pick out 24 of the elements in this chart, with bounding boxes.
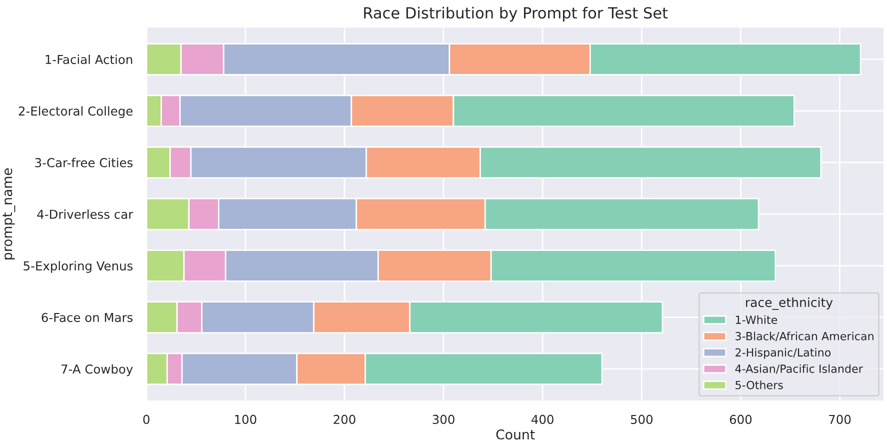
y-tick-label: 4-Driverless car [37, 209, 134, 219]
x-tick-label: 500 [630, 414, 652, 424]
x-tick-label: 600 [730, 414, 752, 424]
y-axis-title: prompt_name [2, 168, 16, 260]
x-tick-label: 400 [532, 414, 554, 424]
x-tick-label: 100 [235, 414, 256, 424]
x-tick-label: 0 [143, 414, 150, 424]
x-tick-label: 700 [829, 414, 851, 424]
x-tick-label: 200 [334, 414, 356, 424]
y-tick-label: 6-Face on Mars [42, 312, 133, 322]
legend-label: 4-Asian/Pacific Islander [735, 364, 863, 374]
y-tick-label: 7-A Cowboy [62, 364, 133, 376]
x-axis-title: Count [496, 429, 535, 440]
legend-label: 1-White [736, 315, 778, 324]
chart-title: Race Distribution by Prompt for Test Set [364, 6, 668, 22]
legend-label: 2-Hispanic/Latino [736, 348, 831, 359]
y-tick-label: 5-Exploring Venus [24, 261, 133, 273]
y-tick-label: 1-Facial Action [46, 54, 132, 64]
legend-label: 5-Others [736, 380, 783, 390]
legend-title: race_ethnicity [746, 297, 833, 310]
legend-label: 3-Black/African American [736, 332, 874, 342]
x-tick-label: 300 [432, 414, 454, 424]
y-tick-label: 3-Car-free Cities [35, 158, 133, 168]
y-tick-label: 2-Electoral College [18, 106, 133, 118]
